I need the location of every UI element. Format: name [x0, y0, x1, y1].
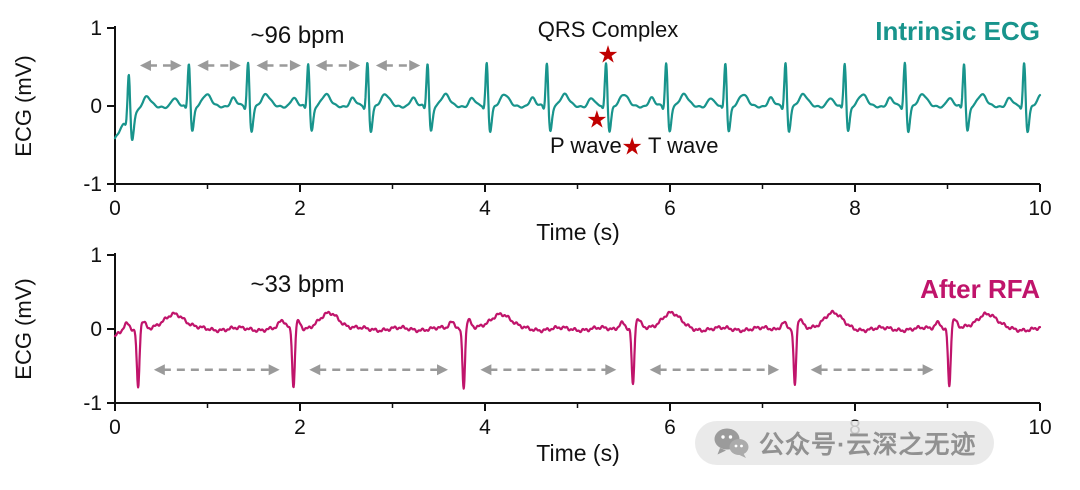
- rr-arrowhead-left: [480, 364, 492, 376]
- wechat-icon: [713, 427, 749, 459]
- y-axis-title-bottom: ECG (mV): [11, 278, 36, 380]
- x-tick-label: 2: [294, 416, 306, 439]
- rr-arrowhead-right: [605, 364, 617, 376]
- x-tick-label: 4: [479, 197, 491, 220]
- rr-arrowhead-right: [229, 59, 241, 71]
- panel-title-intrinsic-ecg: Intrinsic ECG: [875, 16, 1040, 46]
- panel-title-after-rfa: After RFA: [920, 274, 1040, 304]
- p-wave-annotation: P wave: [550, 133, 622, 158]
- y-tick-label: 0: [90, 95, 102, 118]
- watermark-badge: 公众号·云深之无迹: [695, 421, 995, 465]
- rr-arrowhead-right: [268, 364, 280, 376]
- rr-arrowhead-left: [315, 59, 327, 71]
- t-wave-annotation: T wave: [648, 133, 719, 158]
- y-tick-label: 0: [90, 318, 102, 341]
- heart-rate-label-bottom: ~33 bpm: [250, 271, 345, 298]
- rr-arrowhead-right: [409, 59, 421, 71]
- y-axis-title-top: ECG (mV): [11, 55, 36, 157]
- qrs-complex-star: ★: [597, 42, 619, 69]
- x-axis-title-top: Time (s): [536, 219, 620, 245]
- rr-arrowhead-left: [139, 59, 151, 71]
- x-tick-label: 0: [109, 197, 121, 220]
- y-tick-label: 1: [90, 17, 102, 40]
- x-axis-title-bottom: Time (s): [536, 440, 620, 466]
- p-wave-star: ★: [586, 106, 608, 133]
- rr-arrowhead-right: [289, 59, 301, 71]
- qrs-complex-annotation: QRS Complex: [537, 17, 679, 42]
- heart-rate-label-top: ~96 bpm: [250, 22, 345, 49]
- watermark-text: 公众号·云深之无迹: [759, 431, 977, 459]
- y-tick-label: -1: [83, 392, 102, 415]
- rr-arrowhead-left: [649, 364, 661, 376]
- x-tick-label: 6: [664, 197, 676, 220]
- x-tick-label: 10: [1028, 197, 1051, 220]
- y-tick-label: 1: [90, 244, 102, 267]
- rr-arrowhead-left: [309, 364, 321, 376]
- rr-arrowhead-left: [197, 59, 209, 71]
- after-rfa-trace: [113, 309, 1042, 390]
- t-wave-star: ★: [621, 134, 643, 161]
- intrinsic-ecg-trace: [113, 61, 1042, 141]
- x-tick-label: 0: [109, 416, 121, 439]
- x-tick-label: 4: [479, 416, 491, 439]
- x-tick-label: 10: [1028, 416, 1051, 439]
- rr-arrowhead-right: [768, 364, 780, 376]
- rr-arrowhead-left: [375, 59, 387, 71]
- rr-arrowhead-left: [256, 59, 268, 71]
- rr-arrowhead-right: [349, 59, 361, 71]
- x-tick-label: 8: [849, 197, 861, 220]
- rr-arrowhead-right: [170, 59, 182, 71]
- intrinsic-ecg-chart: 10-10 2 4 6 8 10★★★: [83, 17, 1051, 220]
- rr-arrowhead-right: [437, 364, 448, 376]
- x-tick-label: 6: [664, 416, 676, 439]
- rr-arrowhead-left: [810, 364, 822, 376]
- y-tick-label: -1: [83, 173, 102, 196]
- rr-arrowhead-right: [922, 364, 934, 376]
- x-tick-label: 2: [294, 197, 306, 220]
- rr-arrowhead-left: [153, 364, 165, 376]
